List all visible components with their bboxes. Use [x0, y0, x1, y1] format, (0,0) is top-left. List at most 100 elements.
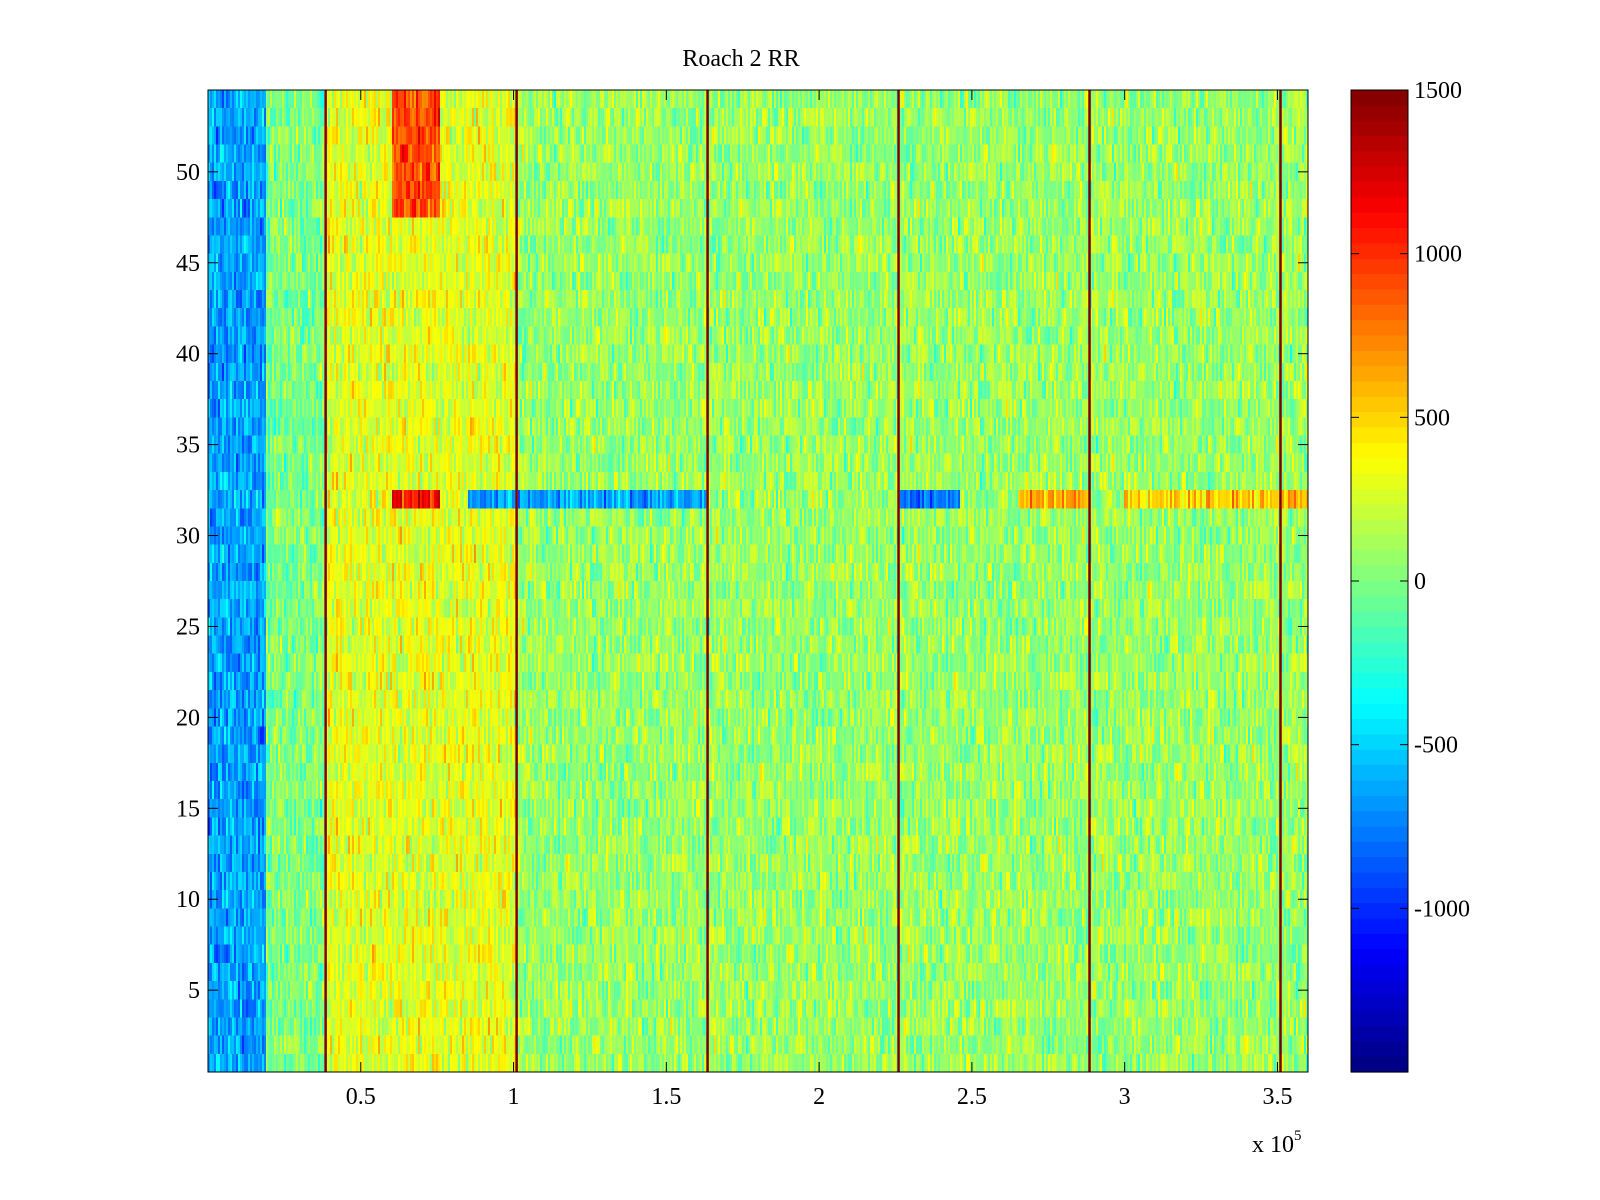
colorbar-swatch [1351, 565, 1408, 582]
colorbar-swatch [1351, 120, 1408, 137]
colorbar [1351, 90, 1408, 1073]
colorbar-swatch [1351, 166, 1408, 183]
x-axis-multiplier-exponent: 5 [1294, 1128, 1302, 1144]
x-tick-label: 2.5 [957, 1084, 987, 1110]
colorbar-swatch [1351, 1010, 1408, 1027]
colorbar-swatch [1351, 872, 1408, 889]
chart-title: Roach 2 RR [682, 46, 799, 72]
colorbar-swatch [1351, 442, 1408, 459]
colorbar-swatch [1351, 703, 1408, 720]
colorbar-swatch [1351, 412, 1408, 429]
colorbar-swatch [1351, 749, 1408, 766]
colorbar-swatch [1351, 903, 1408, 920]
colorbar-swatch [1351, 350, 1408, 367]
colorbar-swatch [1351, 197, 1408, 214]
colorbar-swatch [1351, 887, 1408, 904]
colorbar-swatch [1351, 581, 1408, 597]
colorbar-swatch [1351, 1041, 1408, 1058]
colorbar-swatch [1351, 289, 1408, 306]
vertical-lines [324, 90, 1282, 1072]
heatmap-cells [208, 90, 1308, 1072]
y-tick-label: 35 [176, 433, 200, 459]
colorbar-swatch [1351, 304, 1408, 321]
y-tick-label: 50 [176, 160, 200, 186]
colorbar-swatch [1351, 458, 1408, 475]
colorbar-swatch [1351, 488, 1408, 505]
colorbar-swatch [1351, 673, 1408, 690]
colorbar-swatch [1351, 795, 1408, 812]
y-tick-label: 20 [176, 705, 200, 731]
y-tick-label: 5 [188, 978, 200, 1004]
colorbar-swatch [1351, 688, 1408, 705]
y-tick-label: 10 [176, 887, 200, 913]
colorbar-swatch [1351, 504, 1408, 521]
colorbar-swatch [1351, 396, 1408, 413]
colorbar-swatch [1351, 826, 1408, 843]
colorbar-swatch [1351, 596, 1408, 613]
x-axis-multiplier: x 105 [1252, 1128, 1302, 1158]
colorbar-swatch [1351, 964, 1408, 981]
x-tick-label: 0.5 [346, 1084, 376, 1110]
colorbar-swatch [1351, 90, 1408, 106]
colorbar-swatch [1351, 519, 1408, 536]
colorbar-tick-label: 500 [1414, 405, 1450, 431]
colorbar-swatch [1351, 918, 1408, 935]
x-tick-label: 1.5 [651, 1084, 681, 1110]
colorbar-swatch [1351, 780, 1408, 797]
colorbar-swatch [1351, 550, 1408, 567]
colorbar-swatch [1351, 320, 1408, 337]
colorbar-swatch [1351, 857, 1408, 874]
colorbar-swatch [1351, 657, 1408, 674]
y-axis: 5 10 15 20 25 30 35 40 45 50 [176, 160, 1308, 1004]
colorbar-swatch [1351, 1025, 1408, 1042]
colorbar-swatch [1351, 243, 1408, 260]
colorbar-tick-label: 0 [1414, 569, 1426, 595]
colorbar-swatch [1351, 427, 1408, 444]
colorbar-swatch [1351, 933, 1408, 950]
y-tick-label: 45 [176, 251, 200, 277]
colorbar-swatch [1351, 381, 1408, 398]
colorbar-swatch [1351, 611, 1408, 628]
x-tick-label: 2 [813, 1084, 825, 1110]
colorbar-swatch [1351, 212, 1408, 229]
colorbar-swatch [1351, 228, 1408, 245]
colorbar-swatch [1351, 642, 1408, 659]
colorbar-swatch [1351, 136, 1408, 152]
x-tick-label: 1 [508, 1084, 520, 1110]
colorbar-swatch [1351, 105, 1408, 122]
colorbar-ticks: 1500 1000 500 0 -500 -1000 [1351, 78, 1470, 922]
colorbar-swatch [1351, 274, 1408, 291]
colorbar-tick-label: 1500 [1414, 78, 1462, 104]
colorbar-tick-label: -500 [1414, 733, 1458, 759]
plot-area-frame [207, 89, 1309, 1073]
colorbar-swatch [1351, 811, 1408, 828]
colorbar-swatch [1351, 734, 1408, 751]
colorbar-swatch [1351, 182, 1408, 199]
y-tick-label: 40 [176, 342, 200, 368]
colorbar-swatch [1351, 719, 1408, 736]
colorbar-swatch [1351, 335, 1408, 352]
colorbar-swatch [1351, 841, 1408, 858]
colorbar-swatch [1351, 765, 1408, 782]
y-tick-label: 25 [176, 614, 200, 640]
colorbar-swatch [1351, 473, 1408, 490]
x-tick-label: 3 [1119, 1084, 1131, 1110]
colorbar-swatch [1351, 995, 1408, 1012]
colorbar-swatch [1351, 979, 1408, 996]
x-axis-multiplier-base: x 10 [1252, 1132, 1294, 1158]
colorbar-swatch [1351, 151, 1408, 168]
x-axis: 0.5 1 1.5 2 2.5 3 3.5 [346, 90, 1292, 1110]
colorbar-tick-label: 1000 [1414, 242, 1462, 268]
colorbar-swatch [1351, 1056, 1408, 1073]
colorbar-swatch [1351, 949, 1408, 966]
y-tick-label: 30 [176, 524, 200, 550]
y-tick-label: 15 [176, 796, 200, 822]
colorbar-swatch [1351, 627, 1408, 643]
heatmap-canvas [208, 90, 1308, 1072]
x-tick-label: 3.5 [1262, 1084, 1292, 1110]
colorbar-swatch [1351, 366, 1408, 383]
colorbar-swatch [1351, 258, 1408, 275]
colorbar-swatch [1351, 534, 1408, 551]
colorbar-tick-label: -1000 [1414, 896, 1470, 922]
